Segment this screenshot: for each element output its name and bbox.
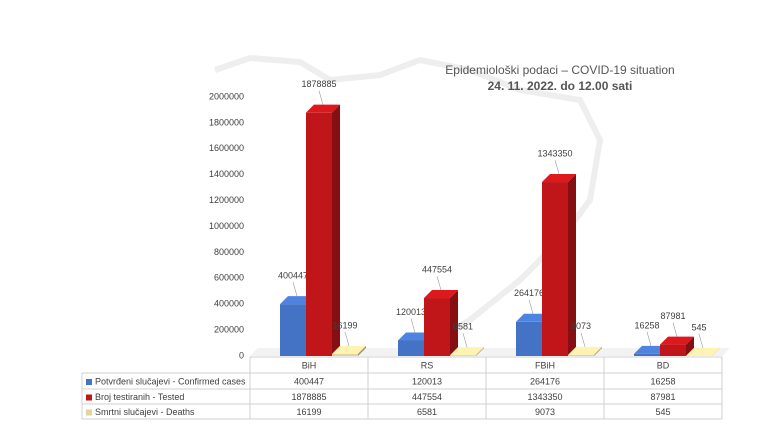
y-tick-label: 1800000 (209, 117, 244, 127)
leader-line (580, 332, 586, 347)
bar-side (476, 347, 484, 356)
bar-side (686, 336, 694, 356)
bar-top (568, 346, 602, 355)
bar-side (358, 345, 366, 356)
bar-top (660, 336, 694, 345)
bar (634, 353, 660, 356)
data-label: 87981 (660, 311, 685, 321)
leader-line (462, 333, 468, 348)
leader-line (318, 90, 324, 105)
bar (424, 298, 450, 356)
legend-swatch (86, 409, 92, 416)
x-tick-label: RS (421, 360, 434, 370)
y-tick-label: 200000 (214, 324, 244, 334)
data-label: 6581 (453, 322, 473, 332)
leader-line (436, 275, 442, 291)
data-label: 16199 (332, 320, 357, 330)
x-tick-label: BD (657, 360, 670, 370)
legend-label: Smrtni slučajevi - Deaths (95, 407, 195, 417)
bar-top (516, 313, 550, 322)
bar-side (568, 174, 576, 356)
table-value: 264176 (530, 376, 560, 386)
bar (280, 304, 306, 356)
table-value: 16258 (650, 376, 675, 386)
leader-line (528, 299, 534, 314)
leader-line (646, 331, 652, 346)
bar-top (424, 290, 458, 299)
bar-top (398, 332, 432, 341)
bar (332, 353, 358, 356)
floor (250, 348, 730, 356)
data-label: 447554 (422, 264, 452, 274)
bar-side (450, 290, 458, 356)
leader-line (292, 282, 298, 297)
data-label: 264176 (514, 288, 544, 298)
y-tick-label: 1400000 (209, 169, 244, 179)
map-outline (214, 54, 604, 353)
table-value: 1343350 (527, 392, 562, 402)
bar (568, 354, 594, 356)
table-value: 16199 (296, 407, 321, 417)
data-label: 1878885 (301, 79, 336, 89)
bar-top (450, 347, 484, 356)
legend-swatch (86, 394, 92, 401)
bar (450, 355, 476, 356)
bar-top (306, 104, 340, 113)
bar-top (542, 174, 576, 183)
table-value: 1878885 (291, 392, 326, 402)
bar-top (634, 345, 668, 354)
data-label: 400447 (278, 271, 308, 281)
table-value: 87981 (650, 392, 675, 402)
y-tick-label: 2000000 (209, 91, 244, 101)
data-label: 16258 (634, 320, 659, 330)
bar (398, 340, 424, 356)
table-value: 545 (655, 407, 670, 417)
y-tick-label: 800000 (214, 247, 244, 257)
bar-top (686, 347, 720, 356)
y-tick-label: 400000 (214, 299, 244, 309)
chart-title: Epidemiološki podaci – COVID-19 situatio… (445, 63, 674, 77)
y-tick-label: 0 (239, 350, 244, 360)
y-tick-label: 600000 (214, 273, 244, 283)
x-tick-label: FBiH (535, 360, 555, 370)
y-tick-label: 1000000 (209, 221, 244, 231)
table-value: 400447 (294, 376, 324, 386)
data-label: 120013 (396, 307, 426, 317)
leader-line (554, 159, 560, 175)
bar (660, 344, 686, 356)
y-tick-label: 1200000 (209, 195, 244, 205)
bar (516, 321, 542, 356)
data-label: 545 (691, 322, 706, 332)
bar-side (712, 347, 720, 356)
x-tick-label: BiH (302, 360, 317, 370)
leader-line (698, 333, 704, 349)
data-label: 1343350 (537, 148, 572, 158)
leader-line (410, 318, 416, 333)
leader-line (344, 331, 350, 346)
bar-side (594, 346, 602, 356)
table-value: 120013 (412, 376, 442, 386)
y-tick-label: 1600000 (209, 143, 244, 153)
bar-top (280, 296, 314, 305)
bar (306, 112, 332, 357)
data-label: 9073 (571, 321, 591, 331)
legend-label: Broj testiranih - Tested (95, 392, 184, 402)
bar-top (332, 345, 366, 354)
legend-label: Potvrđeni slučajevi - Confirmed cases (95, 376, 246, 386)
table-value: 9073 (535, 407, 555, 417)
legend-swatch (86, 379, 92, 385)
leader-line (672, 322, 678, 337)
chart-subtitle: 24. 11. 2022. do 12.00 sati (488, 79, 633, 93)
bar-side (332, 104, 340, 357)
table-value: 6581 (417, 407, 437, 417)
bar (542, 182, 568, 356)
table-value: 447554 (412, 392, 442, 402)
